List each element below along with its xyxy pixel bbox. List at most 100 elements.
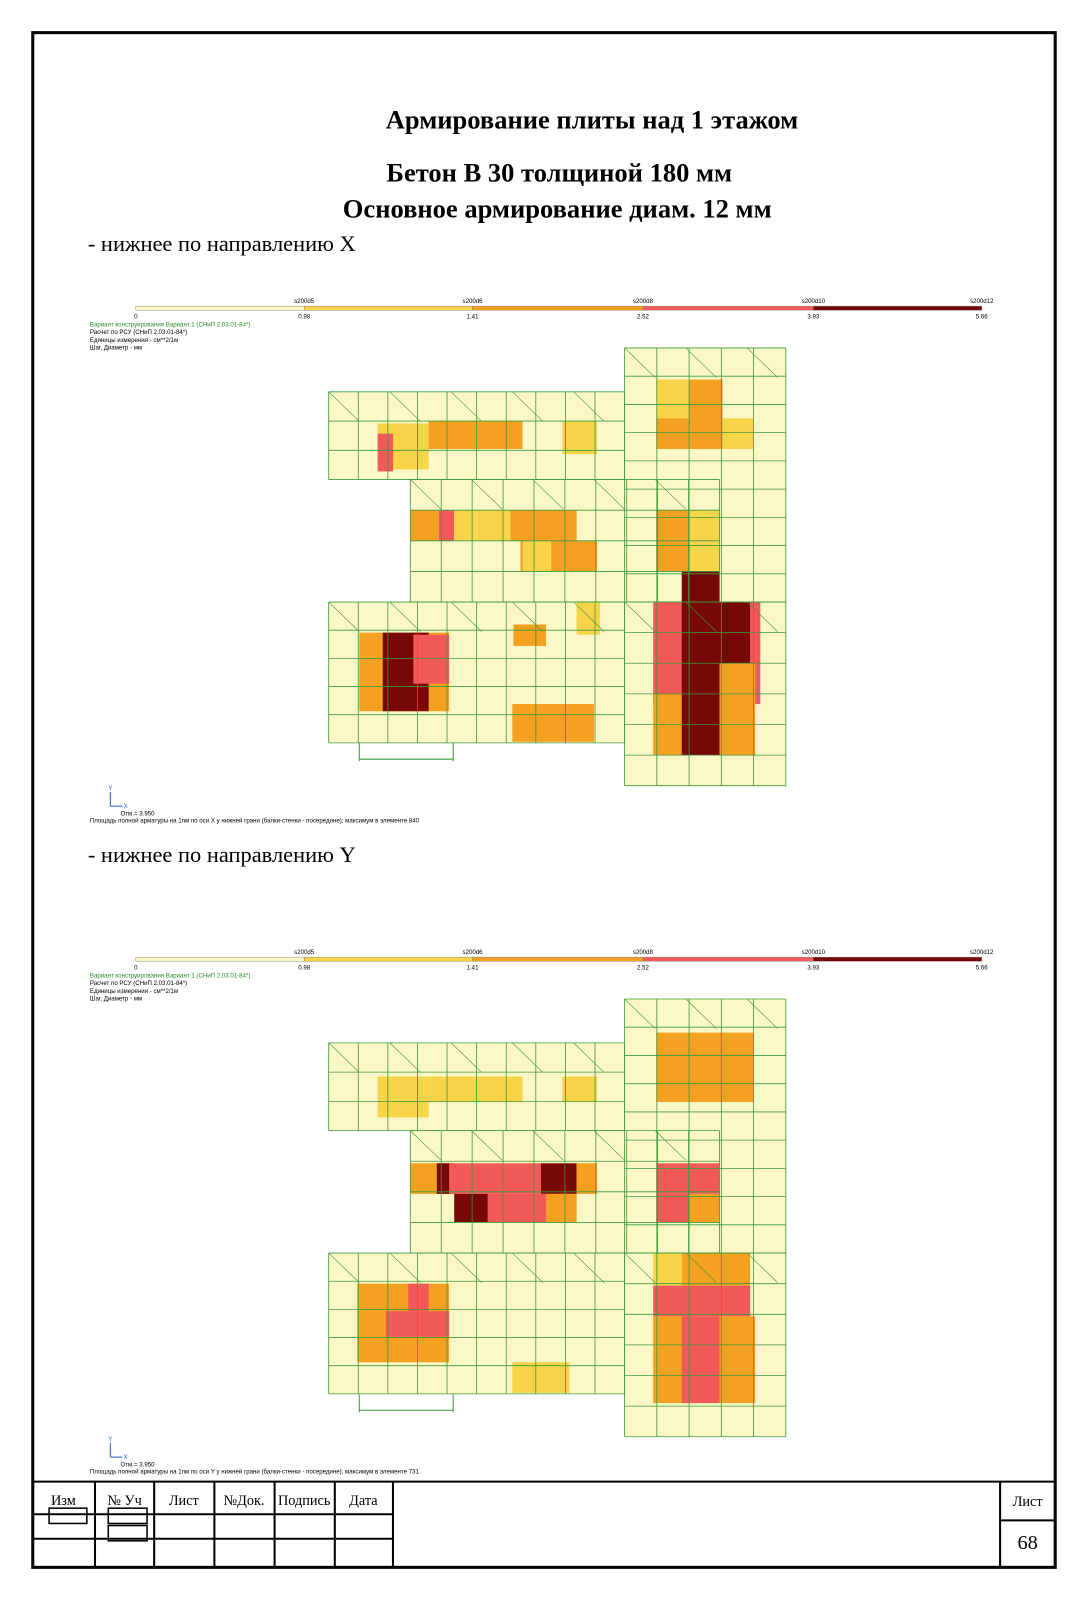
mesh-line — [512, 391, 544, 422]
mesh-line — [471, 479, 503, 510]
zone — [377, 1076, 429, 1118]
mesh-line — [532, 479, 564, 510]
zone — [377, 433, 393, 472]
mesh-line — [471, 1130, 503, 1161]
legend-label: s200d6 — [463, 949, 484, 956]
title-block — [32, 1480, 1056, 1568]
frame — [31, 31, 1057, 1569]
zone — [681, 1253, 751, 1286]
legend-segment — [472, 956, 644, 962]
legend-value: 1.41 — [467, 313, 479, 320]
axis-x: X — [124, 803, 128, 810]
mesh-line — [410, 479, 442, 510]
zone — [512, 1362, 570, 1393]
mesh-line — [685, 601, 717, 632]
info-line: Расчет по РСУ (СНиП 2.03.01-84*) — [90, 329, 187, 336]
legend-value: 2.52 — [637, 313, 649, 320]
column-label: Дата — [349, 1493, 378, 1509]
mesh-line — [573, 1252, 605, 1283]
legend-value: 0 — [134, 964, 138, 971]
mesh-line — [389, 1252, 421, 1283]
zone — [408, 1283, 429, 1312]
legend-segment — [813, 956, 982, 962]
legend-value: 0.98 — [298, 313, 310, 320]
mesh-line — [410, 1130, 442, 1161]
zone — [540, 1163, 577, 1194]
zone — [722, 418, 754, 449]
zone — [653, 1285, 751, 1317]
heading: - нижнее по направлению Y — [88, 842, 356, 867]
zone — [413, 634, 450, 684]
legend-segment — [135, 305, 305, 311]
zone — [513, 624, 547, 646]
mesh-line — [450, 1252, 482, 1283]
info-line: Единицы измерения - см**2/1м — [90, 988, 178, 995]
mesh-line — [389, 601, 421, 632]
zone — [410, 510, 439, 541]
zone — [653, 1253, 682, 1286]
info-line: Вариант конструирования Вариант 1 (СНиП … — [90, 322, 251, 329]
legend-value: 3.93 — [807, 313, 819, 320]
legend-value: 3.93 — [807, 964, 819, 971]
legend-label: s200d5 — [294, 949, 315, 956]
axis-y: Y — [108, 785, 112, 792]
support — [358, 1393, 454, 1413]
mesh-line — [328, 391, 360, 422]
mesh-line — [746, 601, 778, 632]
mesh-line — [624, 998, 656, 1029]
zone — [656, 379, 689, 419]
zone — [576, 602, 601, 635]
caption: Площадь полной арматуры на 1пм по оси X … — [90, 817, 420, 824]
legend-segment — [472, 305, 644, 311]
mesh-line — [450, 391, 482, 422]
zone — [656, 418, 689, 449]
legend-value: 0.98 — [298, 964, 310, 971]
zone — [576, 1163, 598, 1194]
mesh-line — [593, 479, 625, 510]
support — [358, 742, 454, 762]
mesh-line — [624, 347, 656, 378]
column-label: Подпись — [278, 1493, 331, 1509]
column-label: Изм — [51, 1493, 76, 1509]
legend-segment — [813, 305, 982, 311]
zone — [510, 510, 577, 541]
mesh-line — [389, 391, 421, 422]
heading: - нижнее по направлению X — [88, 231, 356, 256]
legend-label: s200d10 — [802, 949, 826, 956]
mesh-line — [532, 1130, 564, 1161]
mesh-line — [328, 1252, 360, 1283]
zone — [656, 510, 689, 541]
title: Армирование плиты над 1 этажом — [386, 105, 798, 135]
legend-value: 5.66 — [976, 313, 988, 320]
legend-value: 1.41 — [467, 964, 479, 971]
zone — [454, 1193, 488, 1223]
subtitle: Бетон В 30 толщиной 180 мм — [386, 158, 732, 188]
mesh-line — [573, 601, 605, 632]
zone — [428, 421, 523, 449]
axis-y: Y — [108, 1436, 112, 1443]
axis-icon — [109, 1442, 123, 1458]
legend-segment — [642, 305, 814, 311]
mesh-line — [746, 1252, 778, 1283]
zone — [688, 1193, 720, 1223]
zone — [546, 1193, 577, 1223]
axis-x: X — [124, 1454, 128, 1461]
zone — [562, 421, 598, 455]
zone — [681, 1316, 720, 1404]
sheet-number: 68 — [1017, 1532, 1037, 1554]
info-line: Шаг, Диаметр - мм — [90, 996, 142, 1003]
zone — [656, 1032, 754, 1103]
mesh-line — [593, 1130, 625, 1161]
info-line: Единицы измерения - см**2/1м — [90, 337, 178, 344]
legend-label: s200d12 — [970, 298, 994, 305]
mesh-line — [512, 1252, 544, 1283]
mesh-line — [746, 347, 778, 378]
mesh-line — [624, 1252, 656, 1283]
elevation: Отм.= 3.950 — [121, 810, 156, 817]
zone — [562, 1076, 598, 1103]
legend-value: 0 — [134, 313, 138, 320]
legend-label: s200d6 — [463, 298, 484, 305]
zone — [522, 540, 552, 572]
